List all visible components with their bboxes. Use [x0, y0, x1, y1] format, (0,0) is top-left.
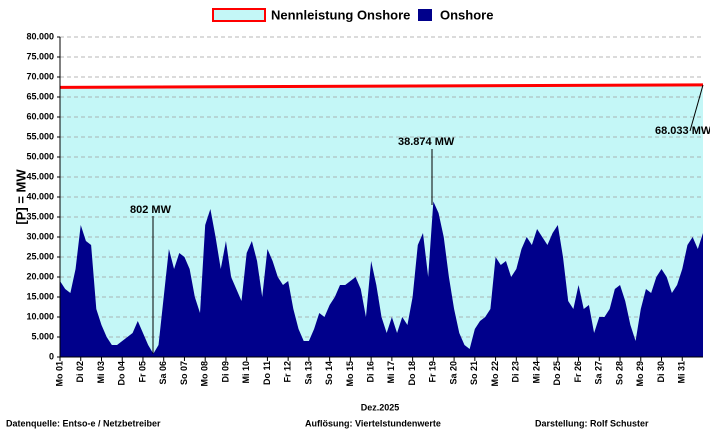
x-tick-label: So 28	[614, 361, 624, 385]
x-tick-label: Mo 01	[54, 361, 64, 387]
annotation: 802 MW	[130, 204, 172, 216]
x-tick-label: Mo 22	[490, 361, 500, 387]
x-tick-label: Fr 05	[137, 361, 147, 383]
x-tick-label: Do 11	[262, 361, 272, 385]
legend-label: Onshore	[440, 7, 493, 22]
y-tick-label: 20.000	[26, 271, 54, 281]
x-tick-label: So 14	[324, 361, 334, 385]
line	[59, 83, 704, 89]
x-tick-label: Di 30	[656, 361, 666, 383]
y-axis-label: [P] = MW	[13, 169, 28, 225]
x-tick-label: Di 23	[511, 361, 521, 383]
legend-swatch	[418, 9, 432, 21]
y-tick-label: 5.000	[31, 331, 54, 341]
y-tick-label: 60.000	[26, 111, 54, 121]
y-tick-label: 45.000	[26, 171, 54, 181]
x-tick-label: Di 16	[366, 361, 376, 383]
x-tick-label: Mi 31	[677, 361, 687, 384]
annotation: 38.874 MW	[398, 136, 455, 148]
x-tick-label: Sa 06	[158, 361, 168, 385]
y-tick-label: 55.000	[26, 131, 54, 141]
x-tick-label: Mo 08	[200, 361, 210, 387]
x-tick-label: Mo 15	[345, 361, 355, 387]
y-tick-label: 70.000	[26, 71, 54, 81]
y-tick-label: 75.000	[26, 51, 54, 61]
y-tick-label: 0	[49, 351, 54, 361]
y-tick-label: 25.000	[26, 251, 54, 261]
x-tick-label: Mi 10	[241, 361, 251, 384]
y-tick-label: 35.000	[26, 211, 54, 221]
x-tick-label: Do 18	[407, 361, 417, 386]
legend-swatch	[212, 8, 266, 22]
x-tick-label: So 21	[469, 361, 479, 385]
y-tick-label: 80.000	[26, 31, 54, 41]
x-tick-label: Mi 03	[96, 361, 106, 384]
y-tick-label: 10.000	[26, 311, 54, 321]
x-tick-label: Fr 19	[428, 361, 438, 383]
annotation-line	[689, 84, 704, 132]
x-tick-label: Fr 12	[283, 361, 293, 383]
x-tick-label: Mo 29	[635, 361, 645, 387]
annotation: 68.033 MW	[655, 125, 710, 137]
x-tick-label: Sa 27	[594, 361, 604, 385]
area	[60, 201, 703, 357]
y-tick-label: 15.000	[26, 291, 54, 301]
legend-label: Nennleistung Onshore	[271, 7, 410, 22]
x-tick-label: Di 02	[75, 361, 85, 383]
x-tick-label: Sa 20	[448, 361, 458, 385]
x-tick-label: Mi 17	[386, 361, 396, 384]
x-tick-label: Do 25	[552, 361, 562, 386]
x-axis-label: Dez.2025	[361, 402, 400, 412]
x-tick-label: Mi 24	[531, 361, 541, 384]
x-tick-label: Do 04	[117, 361, 127, 386]
y-tick-label: 65.000	[26, 91, 54, 101]
footer-text: Datenquelle: Entso-e / Netzbetreiber	[6, 418, 161, 428]
y-tick-label: 50.000	[26, 151, 54, 161]
x-tick-label: Fr 26	[573, 361, 583, 383]
footer-text: Darstellung: Rolf Schuster	[535, 418, 649, 428]
x-tick-label: Di 09	[220, 361, 230, 383]
x-tick-label: Sa 13	[303, 361, 313, 385]
x-tick-label: So 07	[179, 361, 189, 385]
y-tick-label: 40.000	[26, 191, 54, 201]
y-tick-label: 30.000	[26, 231, 54, 241]
footer-text: Auflösung: Viertelstundenwerte	[305, 418, 441, 428]
